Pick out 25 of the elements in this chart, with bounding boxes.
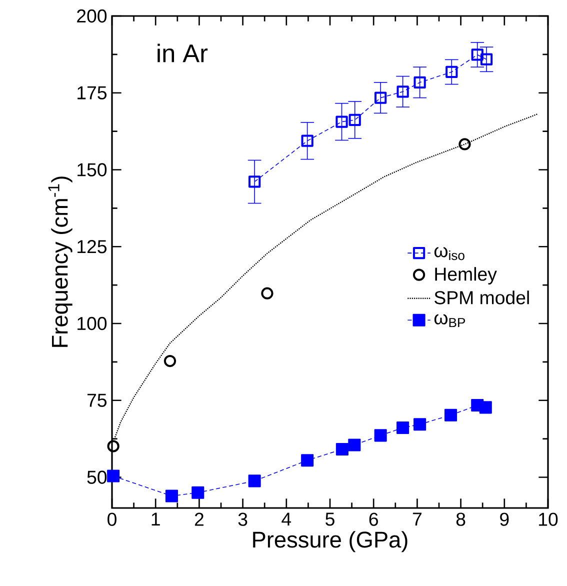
y-tick-label: 150: [78, 163, 107, 176]
legend-label: SPM model: [434, 290, 529, 304]
legend-label: ω$_{BP}$: [434, 314, 466, 328]
x-tick-label: 5: [326, 512, 334, 526]
x-tick-label: 3: [238, 512, 248, 526]
legend-label: ω$_{iso}$: [434, 247, 464, 260]
y-axis-title: Frequency (cm$^{-1}$): [48, 176, 72, 347]
x-tick-label: 0: [108, 512, 116, 526]
x-tick-label: 6: [369, 512, 378, 526]
x-tick-label: 8: [456, 512, 466, 526]
x-tick-label: 2: [194, 512, 204, 526]
y-tick-label: 100: [78, 316, 107, 330]
x-tick-label: 1: [152, 512, 160, 526]
x-tick-label: 10: [539, 512, 558, 526]
y-tick-label: 200: [77, 9, 107, 23]
y-tick-label: 175: [78, 86, 106, 100]
x-axis-title: Pressure (GPa): [253, 531, 408, 552]
x-tick-label: 9: [500, 512, 509, 526]
annotation: in Ar: [158, 44, 208, 62]
y-tick-label: 75: [87, 394, 106, 407]
y-tick-label: 125: [78, 240, 106, 254]
x-tick-label: 7: [412, 512, 422, 526]
legend-label: Hemley: [435, 267, 497, 284]
x-tick-label: 4: [282, 512, 292, 526]
y-tick-label: 50: [87, 470, 107, 484]
